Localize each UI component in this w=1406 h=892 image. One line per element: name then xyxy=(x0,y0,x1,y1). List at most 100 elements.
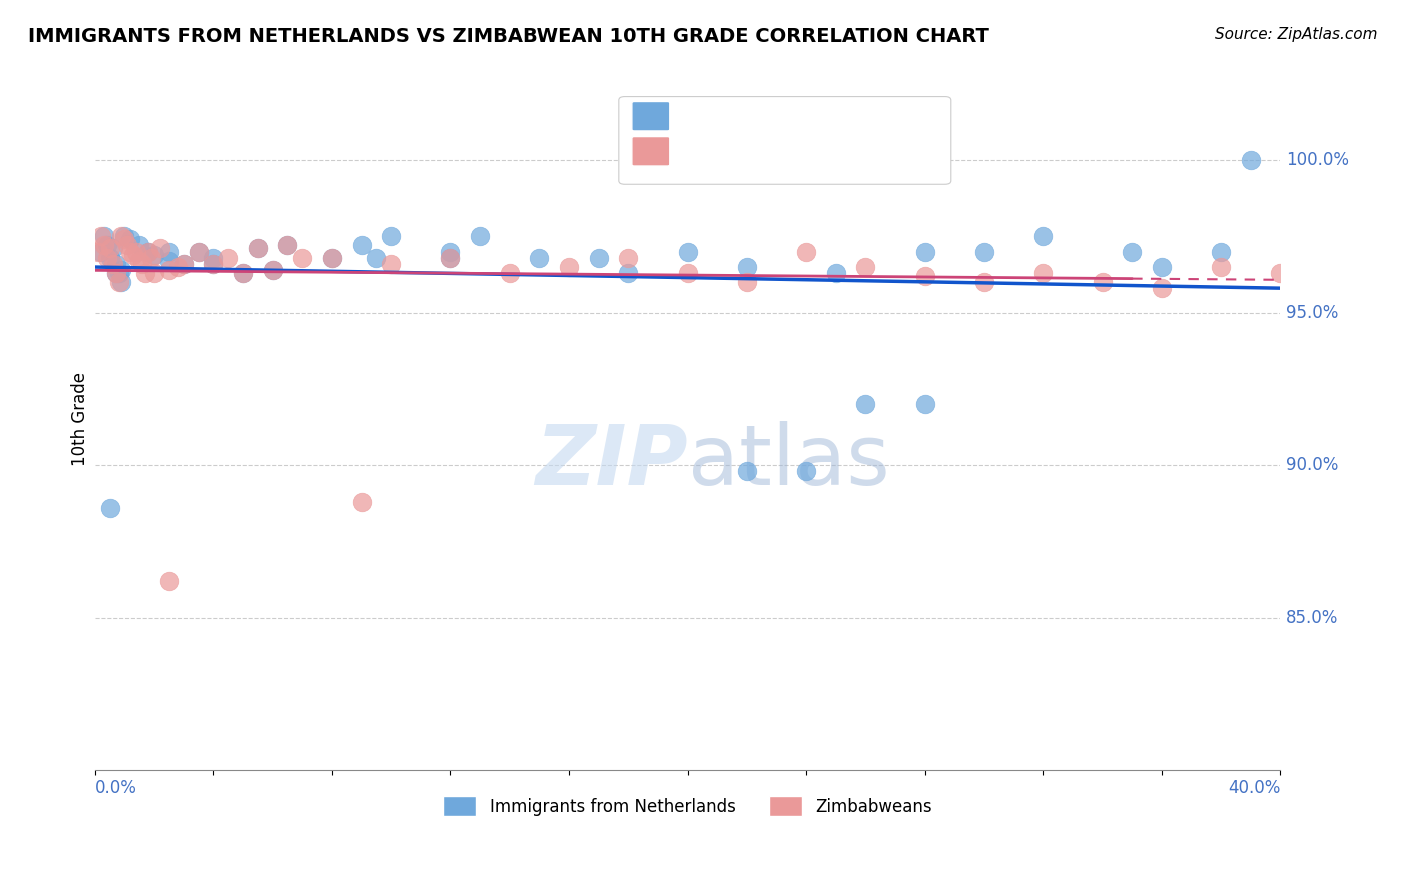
Point xyxy=(166,260,188,274)
Point xyxy=(1121,244,1143,259)
Point xyxy=(202,257,225,271)
Point xyxy=(107,266,129,280)
Text: 95.0%: 95.0% xyxy=(1286,303,1339,321)
Point xyxy=(101,242,124,256)
Point xyxy=(350,494,373,508)
Point xyxy=(136,244,159,259)
Point xyxy=(96,238,118,252)
Point xyxy=(439,244,461,259)
Point xyxy=(90,229,112,244)
Point xyxy=(101,257,124,271)
Point xyxy=(117,238,139,252)
Point xyxy=(855,397,877,411)
Point xyxy=(439,251,461,265)
Point xyxy=(1032,266,1054,280)
Point xyxy=(529,251,551,265)
Point xyxy=(98,251,121,265)
Point xyxy=(350,238,373,252)
Point xyxy=(914,244,936,259)
Point xyxy=(104,266,127,280)
Point xyxy=(87,244,110,259)
Point xyxy=(93,238,115,252)
Point xyxy=(1240,153,1263,167)
Point xyxy=(794,244,817,259)
Text: 100.0%: 100.0% xyxy=(1286,151,1350,169)
Point xyxy=(676,244,699,259)
Text: 90.0%: 90.0% xyxy=(1286,456,1339,474)
Point xyxy=(914,397,936,411)
Text: IMMIGRANTS FROM NETHERLANDS VS ZIMBABWEAN 10TH GRADE CORRELATION CHART: IMMIGRANTS FROM NETHERLANDS VS ZIMBABWEA… xyxy=(28,27,988,45)
Text: Source: ZipAtlas.com: Source: ZipAtlas.com xyxy=(1215,27,1378,42)
Point xyxy=(366,251,388,265)
Point xyxy=(128,238,150,252)
Point xyxy=(187,244,209,259)
Point xyxy=(149,242,172,256)
Point xyxy=(202,257,225,271)
Point xyxy=(120,232,142,246)
Point xyxy=(1209,244,1232,259)
Point xyxy=(157,574,180,588)
Point xyxy=(98,500,121,515)
Point xyxy=(173,257,195,271)
Point xyxy=(291,251,314,265)
Point xyxy=(321,251,343,265)
Point xyxy=(143,247,166,261)
Point xyxy=(617,251,640,265)
Point xyxy=(1150,260,1173,274)
Point xyxy=(1270,266,1292,280)
Point xyxy=(143,266,166,280)
Point xyxy=(96,251,118,265)
Point xyxy=(125,244,148,259)
Point xyxy=(439,251,461,265)
Point xyxy=(588,251,610,265)
Point xyxy=(217,251,239,265)
Point xyxy=(122,247,145,261)
Point xyxy=(107,275,129,289)
Text: atlas: atlas xyxy=(688,421,890,502)
Point xyxy=(735,275,758,289)
Point xyxy=(90,244,112,259)
Point xyxy=(110,262,132,277)
FancyBboxPatch shape xyxy=(619,96,950,185)
Point xyxy=(157,262,180,277)
Point xyxy=(93,229,115,244)
Text: 40.0%: 40.0% xyxy=(1227,779,1281,797)
Point xyxy=(276,238,298,252)
Point xyxy=(246,242,269,256)
Point xyxy=(973,275,995,289)
Point xyxy=(157,244,180,259)
Text: ZIP: ZIP xyxy=(534,421,688,502)
Point xyxy=(110,229,132,244)
Legend: Immigrants from Netherlands, Zimbabweans: Immigrants from Netherlands, Zimbabweans xyxy=(434,788,941,825)
Point xyxy=(824,266,846,280)
Y-axis label: 10th Grade: 10th Grade xyxy=(72,372,89,467)
Point xyxy=(114,229,136,244)
Point xyxy=(676,266,699,280)
Point xyxy=(914,268,936,283)
Point xyxy=(973,244,995,259)
Point xyxy=(173,257,195,271)
Point xyxy=(232,266,254,280)
Point xyxy=(157,253,180,268)
Point xyxy=(794,464,817,478)
Point xyxy=(104,266,127,280)
Point xyxy=(321,251,343,265)
Point xyxy=(134,266,156,280)
Point xyxy=(1150,281,1173,295)
Point xyxy=(120,244,142,259)
Point xyxy=(468,229,491,244)
Text: 0.0%: 0.0% xyxy=(94,779,136,797)
Point xyxy=(262,262,284,277)
Point xyxy=(131,257,153,271)
Point xyxy=(1209,260,1232,274)
Text: R = -0.027   N =  51: R = -0.027 N = 51 xyxy=(679,143,862,161)
Point xyxy=(232,266,254,280)
Point xyxy=(202,251,225,265)
Point xyxy=(262,262,284,277)
Point xyxy=(499,266,522,280)
Point xyxy=(110,275,132,289)
Point xyxy=(735,464,758,478)
Point xyxy=(98,242,121,256)
Point xyxy=(114,232,136,246)
Point xyxy=(558,260,581,274)
